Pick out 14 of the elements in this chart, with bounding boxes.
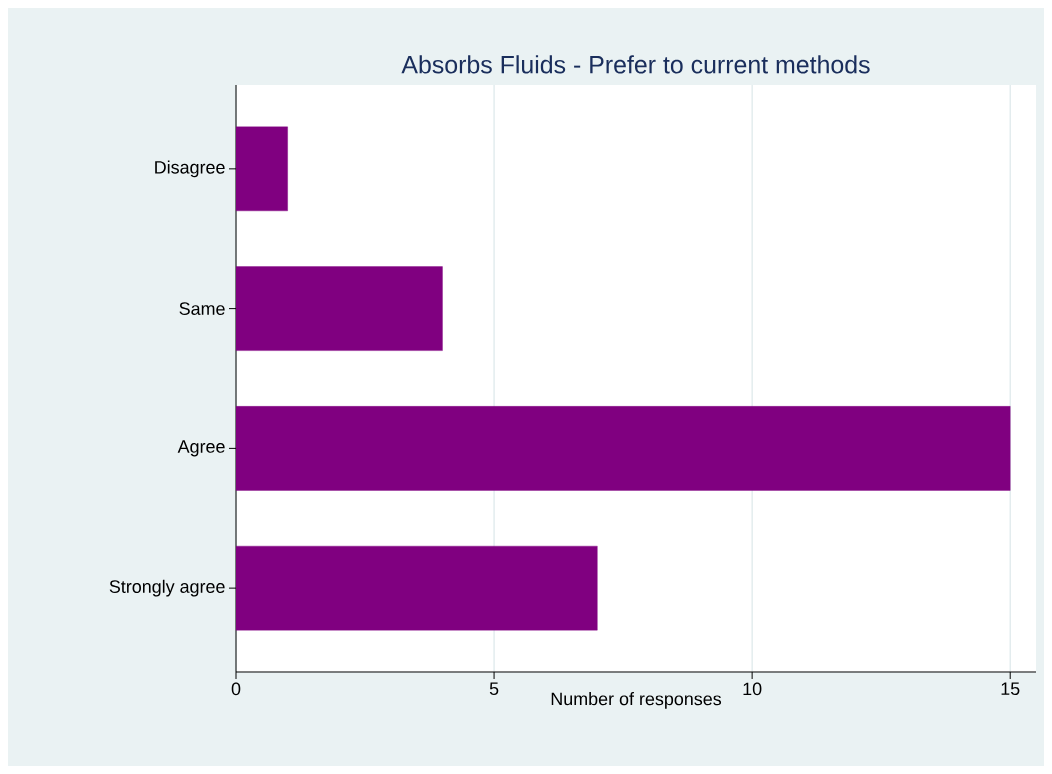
bar [236, 545, 598, 631]
y-tick-label: Strongly agree [109, 579, 225, 597]
bar [236, 126, 288, 212]
x-tick-label: 15 [1001, 682, 1020, 696]
y-tick-label: Agree [177, 440, 225, 457]
x-tick-label: 5 [489, 682, 499, 696]
chart-title: Absorbs Fluids - Prefer to current methods [401, 55, 870, 74]
x-axis-title: Number of responses [551, 692, 722, 709]
y-tick-label: Disagree [155, 160, 225, 178]
x-tick-label: 0 [231, 682, 241, 696]
bar [236, 406, 1011, 491]
y-tick-label: Same [179, 302, 225, 315]
x-tick-label: 10 [743, 682, 762, 696]
bar [236, 266, 443, 351]
